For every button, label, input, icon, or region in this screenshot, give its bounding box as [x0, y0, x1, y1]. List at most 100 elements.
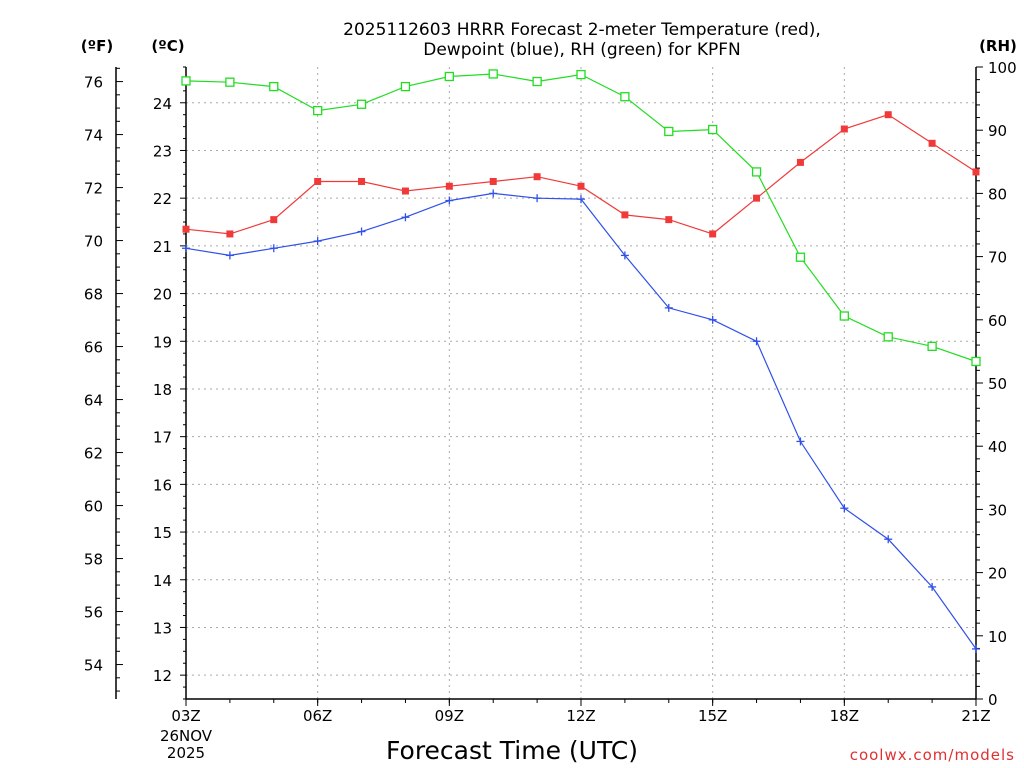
rh-tick-label-30: 30 [988, 501, 1007, 519]
2-meter-temperature-point-9 [445, 182, 453, 190]
dewpoint-point-21 [972, 644, 980, 653]
2-meter-temperature-point-4 [226, 230, 234, 238]
celsius-tick-label-12: 12 [153, 667, 172, 685]
fahrenheit-tick-label-72: 72 [84, 180, 103, 198]
dewpoint-point-19 [884, 535, 893, 544]
fahrenheit-tick-label-56: 56 [84, 604, 103, 622]
2-meter-temperature-point-11 [533, 173, 541, 181]
rh-tick-label-20: 20 [988, 565, 1007, 583]
rh-point-8 [400, 81, 411, 92]
celsius-tick-label-14: 14 [153, 572, 172, 590]
2-meter-temperature-point-13 [621, 211, 629, 219]
x-tick-label-09Z: 09Z [435, 707, 464, 725]
dewpoint-point-14 [664, 303, 673, 312]
2-meter-temperature-point-6 [314, 177, 322, 185]
2-meter-temperature-point-12 [577, 182, 585, 190]
celsius-tick-label-20: 20 [153, 286, 172, 304]
fahrenheit-tick-label-54: 54 [84, 657, 103, 675]
dewpoint-point-7 [357, 227, 366, 236]
fahrenheit-tick-label-76: 76 [84, 74, 103, 92]
2-meter-temperature-point-18 [840, 125, 848, 133]
rh-point-19 [883, 332, 893, 342]
x-axis-title: Forecast Time (UTC) [386, 736, 638, 765]
rh-point-18 [839, 311, 849, 321]
chart-title-line2: Dewpoint (blue), RH (green) for KPFN [423, 40, 740, 60]
rh-point-6 [313, 105, 323, 116]
rh-tick-label-10: 10 [988, 628, 1007, 646]
rh-point-21 [971, 356, 981, 367]
rh-point-12 [576, 69, 586, 80]
rh-tick-label-100: 100 [988, 59, 1017, 77]
grid-lines [186, 67, 976, 699]
x-tick-label-15Z: 15Z [698, 707, 727, 725]
2-meter-temperature-point-16 [753, 194, 761, 202]
rh-tick-label-60: 60 [988, 312, 1007, 330]
dewpoint-point-8 [401, 213, 410, 222]
dewpoint-point-3 [182, 244, 190, 253]
chart-title-line1: 2025112603 HRRR Forecast 2-meter Tempera… [343, 20, 821, 40]
dewpoint-point-6 [313, 237, 322, 246]
date-label-year: 2025 [167, 744, 205, 762]
2-meter-temperature-line [185, 114, 977, 235]
2-meter-temperature-point-19 [884, 111, 892, 119]
rh-axis: 0 10 20 30 40 50 60 70 80 90 100 [976, 59, 1017, 709]
rh-tick-label-70: 70 [988, 249, 1007, 267]
celsius-axis: 12 13 14 15 16 17 18 19 20 21 22 23 24 [153, 66, 186, 700]
rh-point-11 [532, 76, 542, 87]
rh-point-7 [356, 99, 367, 109]
celsius-tick-label-23: 23 [153, 142, 172, 160]
rh-point-5 [269, 81, 279, 92]
dewpoint-point-4 [225, 251, 234, 260]
2-meter-temperature-point-3 [182, 225, 190, 233]
date-label-day: 26NOV [160, 727, 213, 745]
credit-text: coolwx.com/models [850, 746, 1015, 764]
fahrenheit-unit-label: (ºF) [81, 37, 113, 55]
fahrenheit-tick-label-60: 60 [84, 498, 103, 516]
dewpoint-point-20 [928, 582, 937, 591]
rh-point-9 [444, 71, 454, 82]
celsius-tick-label-16: 16 [153, 476, 172, 494]
x-tick-label-18Z: 18Z [830, 707, 859, 725]
fahrenheit-tick-label-58: 58 [84, 551, 103, 569]
2-meter-temperature-point-5 [270, 216, 278, 224]
rh-tick-label-50: 50 [988, 375, 1007, 393]
fahrenheit-axis: 54 56 58 60 62 64 66 68 70 72 74 76 [84, 67, 123, 699]
dewpoint-point-10 [489, 189, 498, 198]
rh-tick-label-90: 90 [988, 122, 1007, 140]
2-meter-temperature-point-14 [665, 216, 673, 224]
x-tick-label-12Z: 12Z [566, 707, 595, 725]
rh-unit-label: (RH) [979, 37, 1017, 55]
fahrenheit-tick-label-66: 66 [84, 339, 103, 357]
rh-point-14 [664, 126, 674, 137]
2-meter-temperature-point-21 [972, 168, 980, 176]
celsius-tick-label-19: 19 [153, 333, 172, 351]
rh-point-10 [488, 69, 498, 79]
fahrenheit-tick-label-68: 68 [84, 286, 103, 304]
celsius-tick-label-18: 18 [153, 381, 172, 399]
x-tick-label-03Z: 03Z [171, 707, 200, 725]
2-meter-temperature-point-17 [796, 158, 804, 166]
celsius-tick-label-13: 13 [153, 619, 172, 637]
rh-tick-label-40: 40 [988, 438, 1007, 456]
2-meter-temperature-point-10 [489, 177, 497, 185]
rh-point-16 [751, 167, 762, 177]
rh-point-17 [795, 252, 806, 262]
x-tick-label-06Z: 06Z [303, 707, 332, 725]
dewpoint-point-11 [533, 194, 542, 203]
fahrenheit-tick-label-74: 74 [84, 127, 103, 145]
rh-point-15 [708, 124, 718, 135]
axes [185, 67, 977, 700]
rh-point-13 [620, 92, 630, 102]
dewpoint-point-12 [577, 195, 585, 204]
x-axis: 03Z 06Z 09Z 12Z 15Z 18Z 21Z [171, 699, 991, 725]
rh-point-4 [225, 77, 235, 87]
celsius-tick-label-22: 22 [153, 190, 172, 208]
fahrenheit-tick-label-64: 64 [84, 392, 103, 410]
x-tick-label-21Z: 21Z [961, 707, 990, 725]
dewpoint-point-5 [269, 244, 278, 253]
rh-point-3 [181, 76, 191, 86]
dewpoint-point-9 [445, 196, 454, 205]
fahrenheit-tick-label-70: 70 [84, 233, 103, 251]
dewpoint-point-18 [840, 504, 849, 513]
